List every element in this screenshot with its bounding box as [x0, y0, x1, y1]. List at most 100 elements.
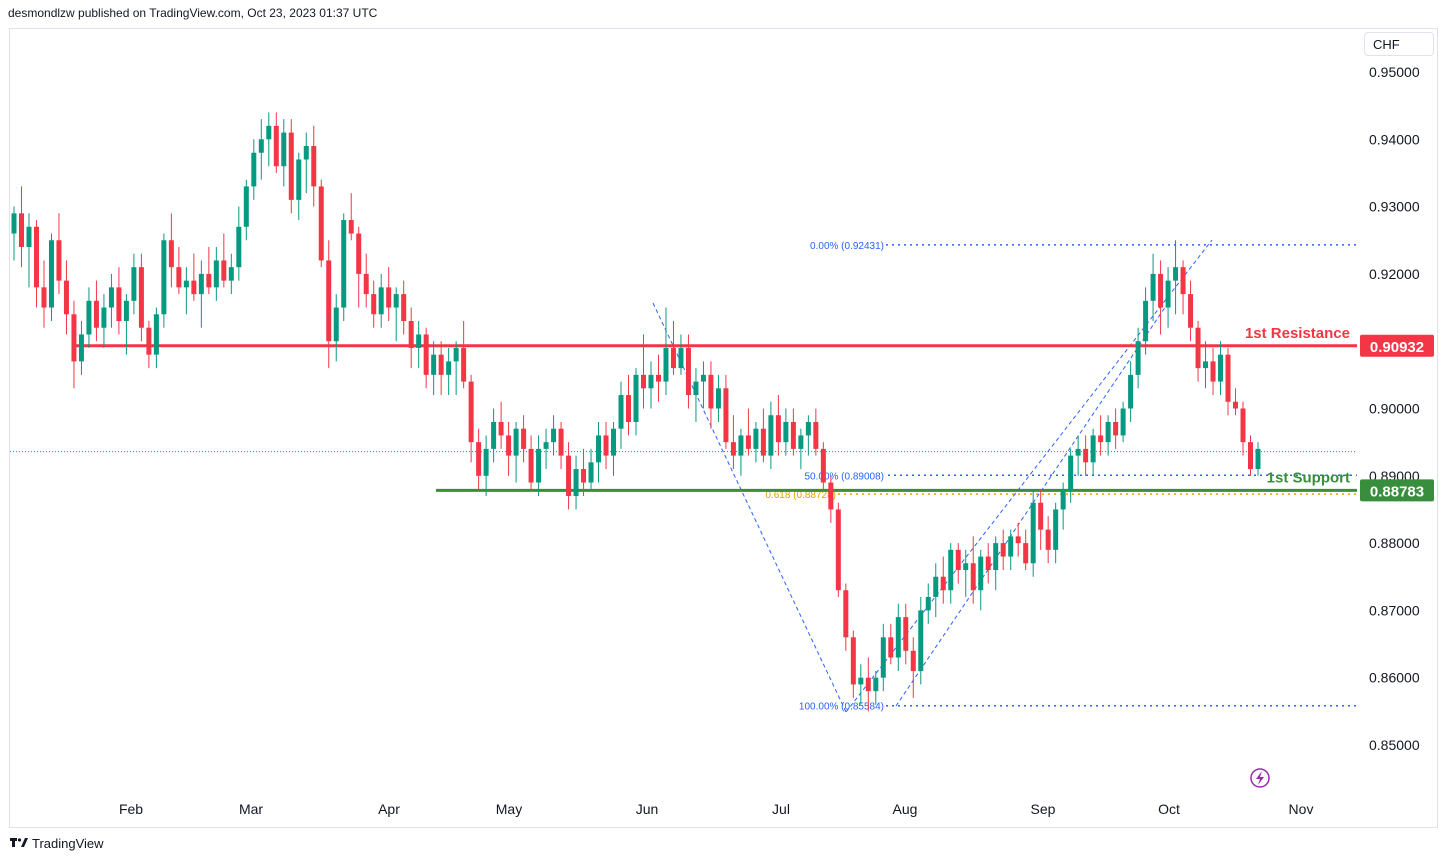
candle[interactable] [1068, 448, 1074, 503]
candle[interactable] [326, 240, 332, 369]
candle[interactable] [678, 334, 684, 375]
candle[interactable] [940, 556, 946, 604]
candle[interactable] [386, 267, 392, 322]
candle[interactable] [925, 583, 931, 624]
candle[interactable] [1015, 522, 1021, 557]
candle[interactable] [626, 374, 632, 436]
candle[interactable] [1120, 401, 1126, 443]
candle[interactable] [985, 543, 991, 584]
candle[interactable] [198, 260, 204, 328]
candle[interactable] [566, 442, 572, 510]
candle[interactable] [723, 374, 729, 449]
candle[interactable] [1098, 415, 1104, 456]
candle[interactable] [356, 226, 362, 308]
candle[interactable] [11, 206, 17, 261]
candle[interactable] [910, 637, 916, 698]
candle[interactable] [700, 361, 706, 409]
candle[interactable] [191, 253, 197, 301]
candle[interactable] [633, 368, 639, 436]
candle[interactable] [1240, 401, 1246, 456]
candle[interactable] [18, 186, 24, 268]
candle[interactable] [738, 428, 744, 476]
candle[interactable] [850, 630, 856, 698]
currency-button[interactable]: CHF [1364, 32, 1434, 56]
candle[interactable] [101, 294, 107, 348]
candle[interactable] [828, 475, 834, 523]
candle[interactable] [438, 341, 444, 396]
candle[interactable] [491, 408, 497, 463]
candle[interactable] [56, 213, 62, 295]
candle[interactable] [1083, 435, 1089, 476]
candle[interactable] [281, 119, 287, 187]
candle[interactable] [333, 294, 339, 362]
candle[interactable] [820, 442, 826, 490]
candle[interactable] [116, 267, 122, 335]
candle[interactable] [453, 341, 459, 396]
candle[interactable] [1255, 442, 1261, 476]
candle[interactable] [768, 401, 774, 470]
candle[interactable] [753, 421, 759, 463]
candle[interactable] [161, 233, 167, 328]
candle[interactable] [1000, 529, 1006, 571]
candle[interactable] [288, 119, 294, 214]
candle[interactable] [1008, 529, 1014, 571]
candle[interactable] [1225, 347, 1231, 416]
candle[interactable] [663, 307, 669, 396]
candle[interactable] [63, 260, 69, 335]
candle[interactable] [640, 334, 646, 409]
candle[interactable] [408, 307, 414, 369]
candle[interactable] [476, 428, 482, 490]
candle[interactable] [805, 415, 811, 456]
candle[interactable] [258, 119, 264, 180]
candle[interactable] [685, 334, 691, 409]
candle[interactable] [963, 549, 969, 597]
candle[interactable] [1173, 240, 1179, 315]
candle[interactable] [431, 341, 437, 396]
candle[interactable] [1105, 415, 1111, 456]
candle[interactable] [1195, 321, 1201, 382]
candle[interactable] [1023, 529, 1029, 571]
candle[interactable] [1045, 516, 1051, 564]
candle[interactable] [33, 220, 39, 308]
candle[interactable] [1075, 435, 1081, 476]
candle[interactable] [790, 408, 796, 456]
candle[interactable] [813, 408, 819, 456]
candle[interactable] [131, 253, 137, 315]
candle[interactable] [558, 421, 564, 470]
candle[interactable] [1180, 260, 1186, 315]
candle[interactable] [71, 300, 77, 389]
candle[interactable] [573, 455, 579, 510]
candle[interactable] [948, 543, 954, 604]
candle[interactable] [528, 435, 534, 490]
candle[interactable] [1210, 347, 1216, 396]
candle[interactable] [176, 246, 182, 295]
candle[interactable] [1143, 287, 1149, 355]
candle[interactable] [48, 233, 54, 322]
candle[interactable] [933, 563, 939, 618]
candle[interactable] [1150, 253, 1156, 322]
candle[interactable] [1038, 489, 1044, 550]
candle[interactable] [506, 421, 512, 476]
candle[interactable] [251, 139, 257, 200]
candle[interactable] [363, 253, 369, 308]
candle[interactable] [588, 448, 594, 490]
candle[interactable] [993, 536, 999, 591]
candle[interactable] [213, 246, 219, 301]
candle[interactable] [206, 246, 212, 295]
candle[interactable] [273, 112, 279, 173]
candle[interactable] [401, 280, 407, 335]
candle[interactable] [858, 664, 864, 705]
candle[interactable] [153, 307, 159, 369]
candle[interactable] [341, 213, 347, 322]
candle[interactable] [1113, 408, 1119, 449]
candle[interactable] [611, 421, 617, 476]
candle[interactable] [655, 354, 661, 402]
candle[interactable] [970, 536, 976, 604]
candle[interactable] [745, 408, 751, 456]
candle[interactable] [873, 670, 879, 705]
candle[interactable] [903, 603, 909, 665]
candle[interactable] [1218, 341, 1224, 396]
candle[interactable] [1053, 502, 1059, 564]
candle[interactable] [311, 125, 317, 207]
